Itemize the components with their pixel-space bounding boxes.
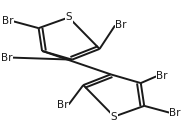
Text: Br: Br [2, 16, 14, 26]
Text: Br: Br [1, 53, 13, 63]
Text: S: S [111, 112, 118, 122]
Text: Br: Br [115, 21, 126, 30]
Text: Br: Br [156, 71, 168, 81]
Text: S: S [65, 12, 72, 22]
Text: Br: Br [169, 108, 181, 118]
Text: Br: Br [57, 100, 69, 109]
